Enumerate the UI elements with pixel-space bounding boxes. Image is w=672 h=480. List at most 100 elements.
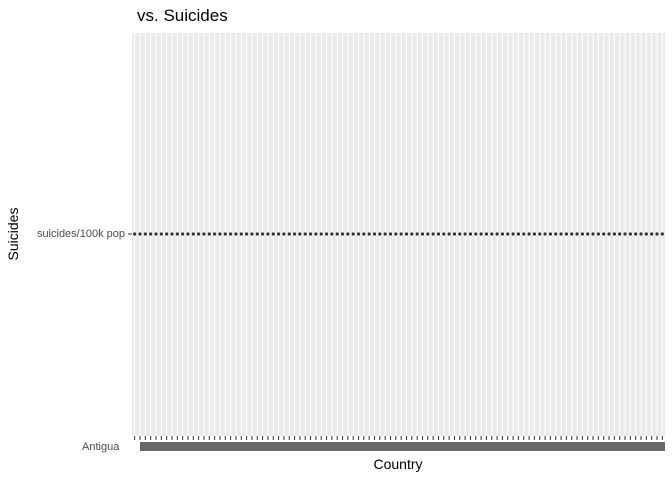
data-points [133, 232, 664, 236]
data-point [554, 232, 558, 236]
data-point [538, 232, 542, 236]
data-point [260, 232, 265, 236]
data-point [378, 232, 382, 236]
data-point [372, 232, 377, 236]
y-tick-label: suicides/100k pop [37, 228, 125, 240]
data-point [602, 232, 606, 236]
data-point [404, 232, 409, 236]
data-point [415, 232, 419, 236]
data-point [436, 232, 441, 236]
data-point [399, 232, 403, 236]
data-point [181, 232, 185, 236]
data-point [506, 232, 510, 236]
data-point [346, 232, 350, 236]
data-point [628, 232, 632, 236]
data-point [431, 232, 435, 236]
data-point [394, 232, 398, 236]
data-point [266, 232, 270, 236]
data-point [383, 232, 387, 236]
data-point [612, 232, 616, 236]
data-point [516, 232, 521, 236]
x-axis-title: Country [373, 456, 422, 472]
data-point [191, 232, 195, 236]
data-point [644, 232, 648, 236]
data-point [650, 232, 654, 236]
data-point [442, 232, 446, 236]
data-point [474, 232, 478, 236]
data-point [607, 232, 611, 236]
data-point [410, 232, 414, 236]
data-point [479, 232, 483, 236]
data-point [634, 232, 638, 236]
data-point [500, 232, 505, 236]
data-point [229, 232, 233, 236]
data-point [458, 232, 462, 236]
data-point [362, 232, 366, 236]
data-point [223, 232, 227, 236]
data-point [239, 232, 243, 236]
data-point [287, 232, 291, 236]
data-point [463, 232, 467, 236]
data-point [570, 232, 574, 236]
data-point [234, 232, 238, 236]
data-point [250, 232, 254, 236]
data-point [490, 232, 494, 236]
data-point [548, 232, 553, 236]
data-point [623, 232, 627, 236]
data-point [292, 232, 297, 236]
data-point [586, 232, 590, 236]
data-point [218, 232, 222, 236]
data-point [367, 232, 371, 236]
data-point [197, 232, 201, 236]
data-point [522, 232, 526, 236]
data-point [202, 232, 206, 236]
data-point [543, 232, 547, 236]
data-point [138, 232, 142, 236]
data-point [591, 232, 595, 236]
data-point [282, 232, 286, 236]
data-point [324, 232, 329, 236]
data-point [426, 232, 430, 236]
data-point [159, 232, 163, 236]
data-point [207, 232, 211, 236]
data-point [351, 232, 355, 236]
data-point [452, 232, 457, 236]
data-point [133, 232, 137, 236]
x-tick-label: Antigua [82, 441, 120, 453]
data-point [356, 232, 361, 236]
data-point [308, 232, 313, 236]
data-point [149, 232, 153, 236]
data-point [468, 232, 473, 236]
data-point [618, 232, 622, 236]
data-point [303, 232, 307, 236]
data-point [175, 232, 179, 236]
data-point [298, 232, 302, 236]
data-point [420, 232, 425, 236]
data-point [580, 232, 584, 236]
data-point [276, 232, 281, 236]
y-axis-title: Suicides [5, 208, 21, 261]
x-axis-ticks [134, 436, 665, 451]
data-point [314, 232, 318, 236]
data-point [495, 232, 499, 236]
data-point [655, 232, 659, 236]
data-point [170, 232, 174, 236]
data-point [340, 232, 345, 236]
data-point [511, 232, 515, 236]
data-point [143, 232, 147, 236]
data-point [271, 232, 275, 236]
data-point [388, 232, 393, 236]
data-point [335, 232, 339, 236]
data-point [319, 232, 323, 236]
data-point [447, 232, 451, 236]
x-tick-labels-overlap [140, 442, 665, 451]
data-point [330, 232, 334, 236]
data-point [575, 232, 579, 236]
data-point [213, 232, 217, 236]
chart-title: vs. Suicides [137, 6, 228, 25]
data-point [559, 232, 563, 236]
data-point [255, 232, 259, 236]
data-point [564, 232, 568, 236]
data-point [639, 232, 643, 236]
